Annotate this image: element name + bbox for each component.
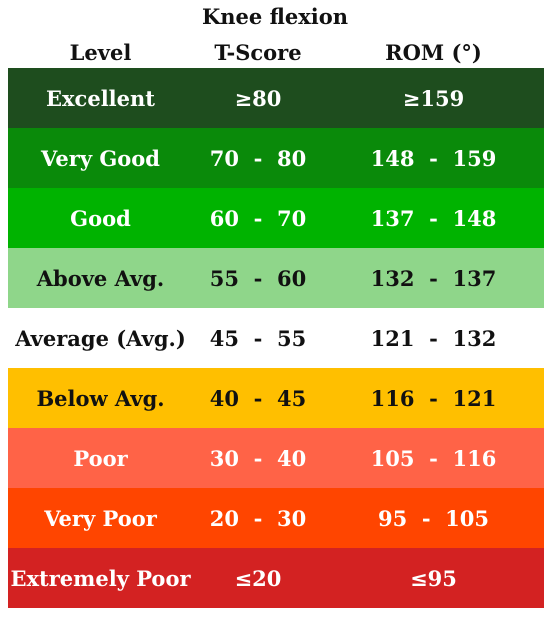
row-tscore: 60 - 70 bbox=[209, 205, 307, 231]
table-row: Above Avg. 55 - 60 132 - 137 bbox=[8, 248, 544, 308]
header-level: Level bbox=[69, 39, 132, 65]
table-row: Very Poor 20 - 30 95 - 105 bbox=[8, 488, 544, 548]
table-row: Extremely Poor ≤20 ≤95 bbox=[8, 548, 544, 608]
row-tscore: 70 - 80 bbox=[209, 145, 307, 171]
header-rom: ROM (°) bbox=[385, 39, 482, 65]
row-tscore: 30 - 40 bbox=[209, 445, 307, 471]
row-rom: 105 - 116 bbox=[370, 445, 497, 471]
table-row: Good 60 - 70 137 - 148 bbox=[8, 188, 544, 248]
knee-flexion-table: Excellent ≥80 ≥159 Very Good 70 - 80 148… bbox=[8, 68, 544, 608]
row-rom: 137 - 148 bbox=[370, 205, 497, 231]
row-level: Below Avg. bbox=[36, 385, 165, 411]
row-level: Poor bbox=[73, 445, 128, 471]
row-level: Very Poor bbox=[44, 505, 157, 531]
table-header: Level T-Score ROM (°) bbox=[8, 36, 544, 68]
row-tscore: 20 - 30 bbox=[209, 505, 307, 531]
row-rom: 132 - 137 bbox=[370, 265, 497, 291]
row-level: Above Avg. bbox=[36, 265, 165, 291]
row-rom: ≤95 bbox=[410, 565, 457, 591]
table-row: Poor 30 - 40 105 - 116 bbox=[8, 428, 544, 488]
row-level: Excellent bbox=[46, 85, 155, 111]
row-rom: ≥159 bbox=[402, 85, 465, 111]
row-level: Average (Avg.) bbox=[15, 325, 186, 351]
row-rom: 148 - 159 bbox=[370, 145, 497, 171]
row-tscore: 45 - 55 bbox=[209, 325, 307, 351]
row-level: Very Good bbox=[41, 145, 160, 171]
row-level: Good bbox=[70, 205, 131, 231]
row-level: Extremely Poor bbox=[10, 565, 191, 591]
table-title: Knee flexion bbox=[202, 4, 348, 29]
row-rom: 95 - 105 bbox=[377, 505, 490, 531]
table-row: Below Avg. 40 - 45 116 - 121 bbox=[8, 368, 544, 428]
table-row: Very Good 70 - 80 148 - 159 bbox=[8, 128, 544, 188]
row-tscore: 55 - 60 bbox=[209, 265, 307, 291]
table-row: Excellent ≥80 ≥159 bbox=[8, 68, 544, 128]
row-tscore: ≥80 bbox=[234, 85, 282, 111]
header-tscore: T-Score bbox=[214, 39, 302, 65]
row-rom: 121 - 132 bbox=[370, 325, 497, 351]
row-rom: 116 - 121 bbox=[370, 385, 497, 411]
row-tscore: 40 - 45 bbox=[209, 385, 307, 411]
row-tscore: ≤20 bbox=[234, 565, 282, 591]
table-row: Average (Avg.) 45 - 55 121 - 132 bbox=[8, 308, 544, 368]
